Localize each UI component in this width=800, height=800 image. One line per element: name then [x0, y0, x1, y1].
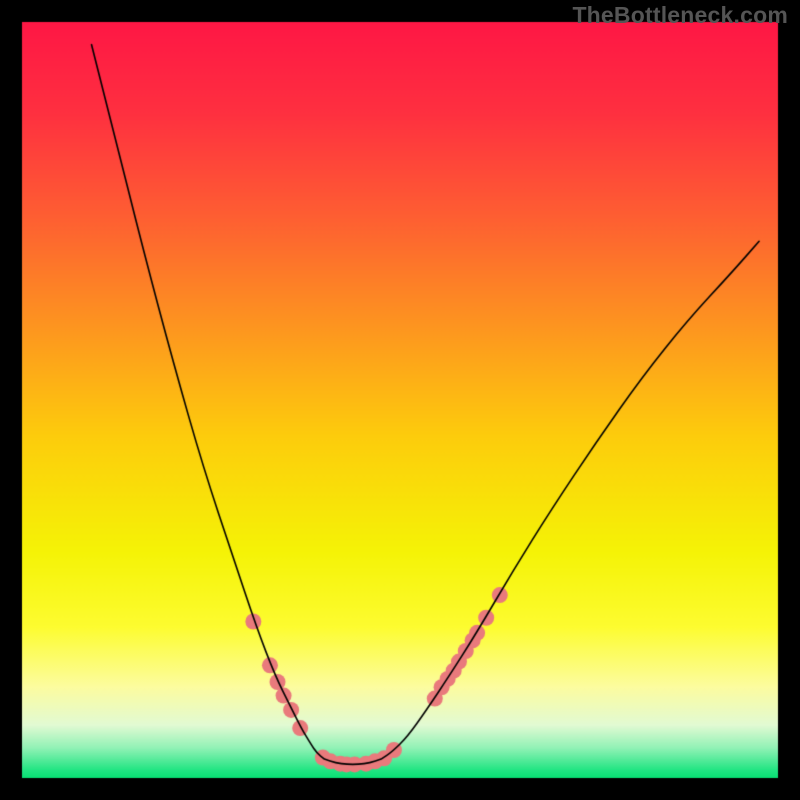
chart-stage: TheBottleneck.com: [0, 0, 800, 800]
watermark-label: TheBottleneck.com: [572, 2, 788, 29]
bottleneck-curve-canvas: [0, 0, 800, 800]
